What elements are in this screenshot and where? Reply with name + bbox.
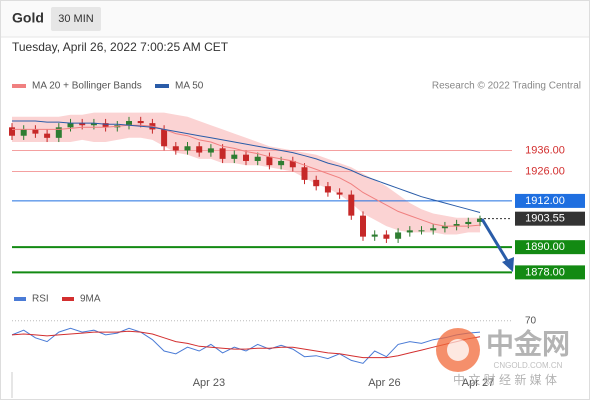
candle-body — [301, 167, 308, 180]
candle-body — [371, 234, 378, 237]
level-box — [515, 193, 585, 208]
candle-body — [196, 146, 203, 153]
rsi-line — [11, 327, 481, 364]
candle-body — [418, 230, 425, 232]
level-label: 1936.00 — [525, 144, 565, 156]
x-tick-label: Apr 23 — [193, 377, 225, 389]
level-label: 1903.55 — [525, 213, 565, 225]
title: Gold — [12, 10, 44, 26]
legend-swatch — [62, 297, 74, 301]
logo-inner — [447, 339, 469, 361]
candle-body — [79, 123, 86, 126]
forecast-arrowhead — [502, 257, 514, 272]
legend-label: MA 50 — [175, 81, 204, 92]
legend-swatch — [14, 297, 26, 301]
candle-body — [336, 192, 343, 195]
candle-body — [477, 218, 483, 222]
candle-body — [207, 148, 214, 153]
candle-body — [161, 129, 168, 147]
candle-body — [67, 123, 74, 128]
candle-body — [453, 224, 460, 227]
legend-swatch — [155, 84, 169, 88]
source: Research © 2022 Trading Central — [432, 81, 581, 92]
legend-swatch — [12, 84, 26, 88]
level-box — [515, 265, 585, 280]
candle-body — [383, 234, 390, 239]
forecast-arrow — [480, 218, 510, 263]
legend-label: RSI — [32, 294, 49, 305]
watermark-slogan: 中 文 财 经 新 媒 体 — [453, 372, 557, 387]
candle-body — [313, 179, 320, 187]
candle-body — [32, 129, 39, 134]
candle-body — [219, 148, 226, 159]
candle-body — [395, 232, 402, 239]
legend-label: MA 20 + Bollinger Bands — [32, 81, 142, 92]
timestamp: Tuesday, April 26, 2022 7:00:25 AM CET — [12, 40, 229, 54]
watermark: 中金网 CNGOLD.COM.CN 中 文 财 经 新 媒 体 — [436, 327, 570, 387]
candle-body — [44, 133, 51, 138]
candle-body — [9, 127, 15, 136]
candle-body — [266, 156, 273, 166]
candle-body — [406, 230, 413, 233]
candle-body — [137, 121, 144, 124]
level-label: 1926.00 — [525, 165, 565, 177]
legend-label: 9MA — [80, 294, 101, 305]
interval-label[interactable]: 30 MIN — [58, 13, 94, 25]
level-box — [515, 240, 585, 255]
candle-body — [278, 160, 285, 166]
watermark-logo: 中金网 — [486, 327, 570, 359]
candle-body — [465, 221, 472, 225]
candle-body — [90, 123, 97, 126]
ma20-line — [12, 124, 481, 227]
x-tick-label: Apr 26 — [368, 377, 400, 389]
candle-body — [289, 160, 296, 168]
candle-body — [102, 123, 109, 128]
candle-body — [184, 146, 191, 151]
rsi-line — [11, 330, 481, 359]
candle-body — [172, 146, 179, 151]
y-tick-label: 70 — [525, 315, 537, 326]
ma50-line — [12, 120, 481, 213]
candle-body — [430, 228, 437, 231]
watermark-site: CNGOLD.COM.CN — [494, 361, 563, 370]
x-tick-label: Apr 27 — [462, 377, 494, 389]
candle-body — [231, 154, 238, 159]
candle-body — [243, 154, 249, 161]
interval-tab[interactable] — [51, 7, 101, 31]
candle-body — [126, 121, 132, 126]
level-label: 1912.00 — [525, 195, 565, 207]
bollinger-band — [12, 112, 480, 235]
level-label: 1878.00 — [525, 266, 565, 278]
level-box — [515, 211, 585, 226]
candle-body — [348, 194, 355, 216]
level-label: 1890.00 — [525, 241, 565, 253]
candle-body — [254, 156, 261, 161]
candle-body — [360, 215, 366, 237]
candle-body — [441, 226, 448, 229]
candle-body — [55, 127, 62, 138]
candle-body — [20, 129, 27, 136]
candle-body — [324, 186, 331, 193]
